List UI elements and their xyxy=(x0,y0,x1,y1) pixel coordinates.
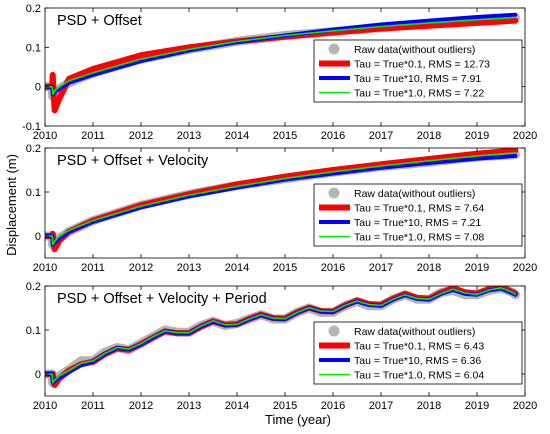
x-tick-label: 2017 xyxy=(369,400,393,412)
x-tick-label: 2018 xyxy=(417,262,441,274)
legend-entry-tau01: Tau = True*0.1, RMS = 7.64 xyxy=(319,203,484,215)
x-tick-label: 2019 xyxy=(465,130,489,142)
x-tick-label: 2013 xyxy=(177,130,201,142)
y-ticks: 0 0.1 0.2 xyxy=(26,281,525,381)
legend-entry-tau1: Tau = True*1.0, RMS = 7.22 xyxy=(319,88,484,100)
legend-label: Raw data(without outliers) xyxy=(354,326,475,338)
panel-title: PSD + Offset + Velocity + Period xyxy=(57,291,267,307)
series-line-tau1 xyxy=(45,152,517,246)
legend-label: Tau = True*1.0, RMS = 6.04 xyxy=(354,370,484,382)
x-tick-label: 2013 xyxy=(177,400,201,412)
legend-entry-raw: Raw data(without outliers) xyxy=(328,325,475,338)
panel-title: PSD + Offset + Velocity xyxy=(57,153,209,169)
plot-marks xyxy=(45,12,520,114)
legend-label: Tau = True*10, RMS = 6.36 xyxy=(354,355,481,367)
x-tick-label: 2017 xyxy=(369,262,393,274)
panel-psd-offset-velocity-period: 2010 2011 2012 2013 2014 2015 2016 2017 2018 2019… xyxy=(26,281,538,412)
y-tick-label: -0.1 xyxy=(22,121,41,133)
legend-label: Tau = True*10, RMS = 7.21 xyxy=(354,217,481,229)
y-tick-label: 0.1 xyxy=(26,42,41,54)
x-tick-label: 2020 xyxy=(513,130,537,142)
legend-label: Tau = True*0.1, RMS = 6.43 xyxy=(354,341,484,353)
x-ticks: 2010 2011 2012 2013 2014 2015 2016 2017 2018 2019… xyxy=(33,286,537,412)
x-tick-label: 2020 xyxy=(513,400,537,412)
x-tick-label: 2016 xyxy=(321,130,345,142)
legend-label: Tau = True*10, RMS = 7.91 xyxy=(354,73,481,85)
panel-psd-offset: 2010 2011 2012 2013 2014 2015 2016 2017 2018 2019… xyxy=(22,3,537,142)
x-tick-label: 2014 xyxy=(225,130,249,142)
x-ticks: 2010 2011 2012 2013 2014 2015 2016 2017 2018 2019… xyxy=(33,8,537,142)
x-tick-label: 2020 xyxy=(513,262,537,274)
x-tick-label: 2012 xyxy=(129,400,153,412)
legend-box xyxy=(313,39,523,103)
x-tick-label: 2018 xyxy=(417,400,441,412)
legend-entry-tau01: Tau = True*0.1, RMS = 12.73 xyxy=(319,59,490,71)
legend-label: Tau = True*0.1, RMS = 12.73 xyxy=(354,59,490,71)
y-tick-label: 0.1 xyxy=(26,187,41,199)
legend-entry-tau10: Tau = True*10, RMS = 6.36 xyxy=(319,355,481,367)
y-axis-label: Displacement (m) xyxy=(4,154,19,256)
x-tick-label: 2011 xyxy=(81,400,105,412)
x-tick-label: 2019 xyxy=(465,400,489,412)
legend-label: Tau = True*0.1, RMS = 7.64 xyxy=(354,203,484,215)
x-tick-label: 2011 xyxy=(81,262,105,274)
legend-label: Raw data(without outliers) xyxy=(354,44,475,56)
y-tick-label: 0 xyxy=(35,369,41,381)
legend-swatch xyxy=(328,43,340,55)
x-tick-label: 2010 xyxy=(33,400,57,412)
x-ticks: 2010 2011 2012 2013 2014 2015 2016 2017 2018 2019… xyxy=(33,148,537,274)
panel-title: PSD + Offset xyxy=(57,13,142,29)
legend-entry-tau10: Tau = True*10, RMS = 7.21 xyxy=(319,217,481,229)
series-line-tau1 xyxy=(45,287,517,384)
legend-box xyxy=(313,321,523,385)
y-ticks: 0 0.1 0.2 xyxy=(26,143,525,243)
plot-marks xyxy=(45,286,520,388)
x-tick-label: 2012 xyxy=(129,262,153,274)
legend-entry-tau01: Tau = True*0.1, RMS = 6.43 xyxy=(319,341,484,353)
y-tick-label: 0 xyxy=(35,82,41,94)
legend-swatch xyxy=(328,187,340,199)
panel-psd-offset-velocity: 2010 2011 2012 2013 2014 2015 2016 2017 2018 2019… xyxy=(26,143,538,274)
x-tick-label: 2015 xyxy=(273,130,297,142)
x-tick-label: 2016 xyxy=(321,400,345,412)
x-tick-label: 2010 xyxy=(33,130,57,142)
x-tick-label: 2014 xyxy=(225,400,249,412)
y-tick-label: 0 xyxy=(35,231,41,243)
legend-label: Raw data(without outliers) xyxy=(354,188,475,200)
legend-swatch xyxy=(328,325,340,337)
legend-label: Tau = True*1.0, RMS = 7.22 xyxy=(354,88,484,100)
legend-entry-tau1: Tau = True*1.0, RMS = 6.04 xyxy=(319,370,484,382)
legend-entry-raw: Raw data(without outliers) xyxy=(328,187,475,200)
series-line-tau1 xyxy=(45,16,517,96)
x-tick-label: 2011 xyxy=(81,130,105,142)
legend-label: Tau = True*1.0, RMS = 7.08 xyxy=(354,232,484,244)
x-tick-label: 2014 xyxy=(225,262,249,274)
y-tick-label: 0.1 xyxy=(26,325,41,337)
legend-entry-tau1: Tau = True*1.0, RMS = 7.08 xyxy=(319,232,484,244)
legend: Raw data(without outliers) Tau = True*0.1… xyxy=(313,321,523,385)
x-tick-label: 2016 xyxy=(321,262,345,274)
y-tick-label: 0.2 xyxy=(26,3,41,15)
x-tick-label: 2018 xyxy=(417,130,441,142)
legend-entry-raw: Raw data(without outliers) xyxy=(328,43,475,56)
x-tick-label: 2013 xyxy=(177,262,201,274)
x-tick-label: 2012 xyxy=(129,130,153,142)
y-tick-label: 0.2 xyxy=(26,281,41,293)
y-ticks: -0.1 0 0.1 0.2 xyxy=(22,3,525,133)
x-tick-label: 2019 xyxy=(465,262,489,274)
legend-box xyxy=(313,183,523,247)
x-tick-label: 2017 xyxy=(369,130,393,142)
x-tick-label: 2010 xyxy=(33,262,57,274)
x-axis-label: Time (year) xyxy=(265,412,331,427)
x-tick-label: 2015 xyxy=(273,400,297,412)
plot-marks xyxy=(45,148,520,253)
legend: Raw data(without outliers) Tau = True*0.1… xyxy=(313,183,523,247)
y-tick-label: 0.2 xyxy=(26,143,41,155)
x-tick-label: 2015 xyxy=(273,262,297,274)
legend-entry-tau10: Tau = True*10, RMS = 7.91 xyxy=(319,73,481,85)
legend: Raw data(without outliers) Tau = True*0.1… xyxy=(313,39,523,103)
